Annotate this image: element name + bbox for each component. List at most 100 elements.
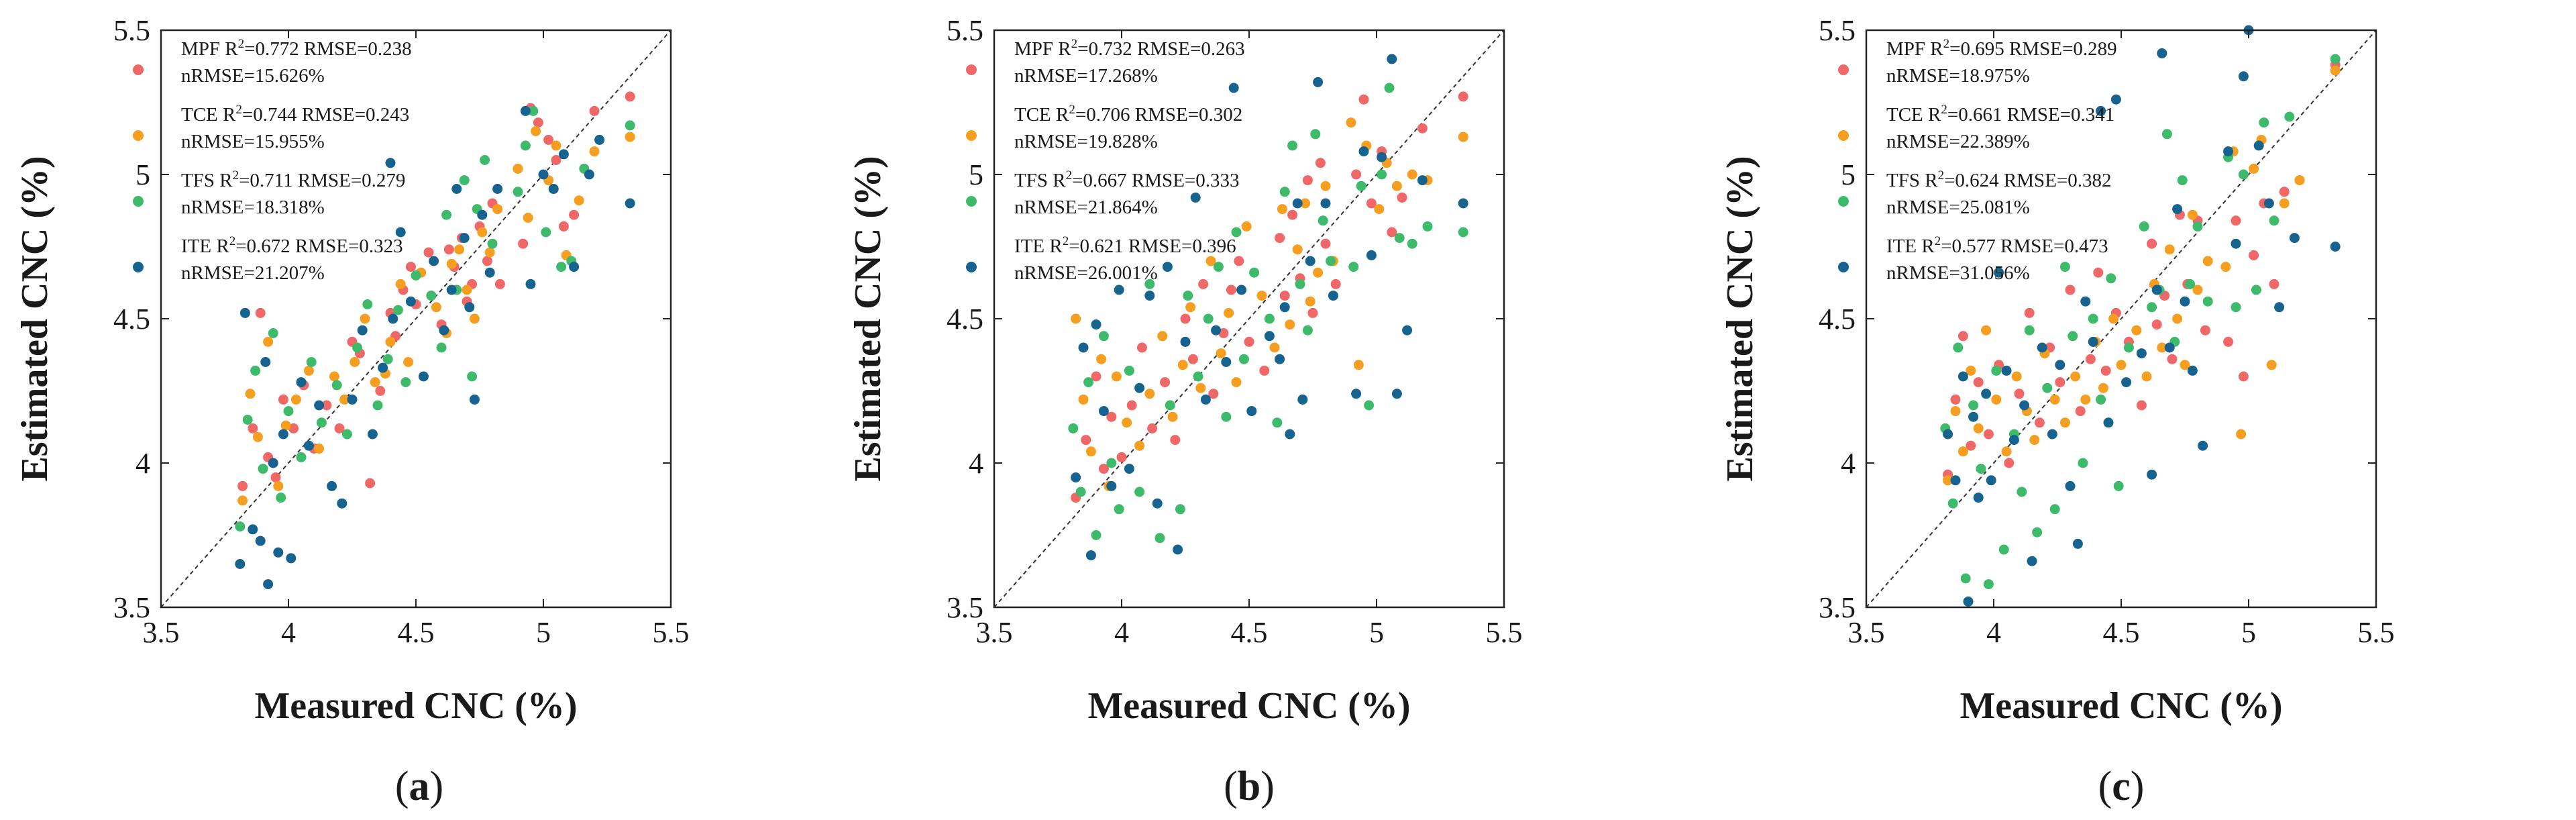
legend-nrmse-line: nRMSE=25.081% bbox=[1886, 197, 2030, 218]
data-point bbox=[1098, 331, 1109, 342]
data-point bbox=[1358, 94, 1369, 105]
data-point bbox=[1098, 464, 1109, 474]
data-point bbox=[625, 120, 635, 131]
chart-panel-a: 3.5 4 4.5 5 5.5 3.5 4 4.5 5 5.5 Measured CNC (%) Es… bbox=[14, 14, 690, 809]
data-point bbox=[1114, 285, 1124, 295]
data-point bbox=[235, 559, 246, 569]
series-ITE bbox=[1071, 54, 1468, 561]
data-point bbox=[1973, 423, 1984, 433]
data-point bbox=[1231, 377, 1242, 388]
data-point bbox=[1228, 83, 1239, 93]
data-point bbox=[1187, 354, 1198, 364]
one-to-one-line bbox=[160, 30, 672, 608]
data-point bbox=[1165, 400, 1175, 411]
data-point bbox=[2180, 360, 2190, 370]
series-TCE bbox=[1943, 65, 2341, 486]
data-point bbox=[423, 247, 434, 258]
data-point bbox=[1285, 319, 1295, 330]
data-point bbox=[1264, 331, 1275, 342]
data-point bbox=[1269, 342, 1280, 353]
x-tick-label: 4.5 bbox=[2103, 616, 2140, 649]
data-point bbox=[1216, 348, 1226, 359]
data-point bbox=[2088, 313, 2098, 324]
legend-stats-line: TFS R2=0.624 RMSE=0.382 bbox=[1886, 168, 2112, 191]
data-point bbox=[1106, 411, 1117, 422]
data-point bbox=[2001, 365, 2012, 376]
y-tick-label: 5 bbox=[1841, 158, 1856, 191]
data-point bbox=[268, 328, 278, 338]
x-axis-label: Measured CNC (%) bbox=[254, 685, 577, 727]
data-point bbox=[268, 458, 278, 468]
data-point bbox=[1374, 204, 1385, 215]
data-point bbox=[1075, 486, 1086, 497]
data-point bbox=[1366, 250, 1377, 260]
data-point bbox=[1136, 342, 1147, 353]
data-point bbox=[1180, 313, 1191, 324]
data-point bbox=[341, 429, 352, 440]
data-point bbox=[1947, 498, 1958, 509]
data-point bbox=[589, 105, 600, 116]
data-point bbox=[237, 495, 248, 506]
data-point bbox=[2202, 256, 2213, 266]
data-point bbox=[1285, 429, 1295, 440]
data-point bbox=[2251, 285, 2261, 295]
data-point bbox=[1402, 325, 1413, 336]
legend-stats-line: MPF R2=0.772 RMSE=0.238 bbox=[181, 37, 412, 60]
data-point bbox=[1320, 198, 1331, 209]
data-point bbox=[2042, 382, 2053, 393]
data-point bbox=[2192, 285, 2203, 295]
data-point bbox=[2151, 319, 2162, 330]
data-point bbox=[411, 270, 421, 280]
legend-nrmse-line: nRMSE=17.268% bbox=[1014, 65, 1158, 87]
data-point bbox=[1417, 123, 1428, 134]
legend-stats-line: TFS R2=0.711 RMSE=0.279 bbox=[181, 168, 405, 191]
data-point bbox=[250, 365, 261, 376]
data-point bbox=[1264, 313, 1275, 324]
data-point bbox=[436, 342, 447, 353]
data-point bbox=[1160, 377, 1171, 388]
data-point bbox=[558, 221, 569, 232]
data-point bbox=[2108, 313, 2119, 324]
data-point bbox=[1968, 400, 1979, 411]
data-point bbox=[1241, 221, 1252, 232]
y-tick-label: 5 bbox=[969, 158, 983, 191]
y-axis-label: Estimated CNC (%) bbox=[847, 156, 889, 481]
legend-marker-TFS bbox=[966, 196, 977, 207]
data-point bbox=[2187, 365, 2198, 376]
data-point bbox=[464, 302, 475, 313]
legend-marker-TCE bbox=[966, 130, 977, 141]
data-point bbox=[378, 362, 388, 373]
x-tick-label: 4 bbox=[1986, 616, 2001, 649]
data-point bbox=[2075, 406, 2086, 417]
data-point bbox=[492, 184, 503, 194]
data-point bbox=[1218, 328, 1229, 338]
y-tick-label: 4.5 bbox=[947, 303, 983, 336]
data-point bbox=[1297, 394, 1308, 405]
data-point bbox=[1353, 360, 1364, 370]
y-tick-label: 5.5 bbox=[1819, 14, 1856, 47]
data-point bbox=[1234, 256, 1244, 266]
data-point bbox=[395, 278, 406, 289]
y-axis-label: Estimated CNC (%) bbox=[1719, 156, 1761, 481]
data-point bbox=[1986, 475, 1996, 486]
data-point bbox=[1091, 530, 1102, 540]
data-point bbox=[2231, 215, 2241, 226]
one-to-one-line bbox=[1866, 30, 2377, 608]
panel-label: (c) bbox=[2098, 764, 2145, 809]
data-point bbox=[469, 394, 480, 405]
data-point bbox=[1364, 400, 1375, 411]
data-point bbox=[255, 307, 266, 318]
series-MPF bbox=[1071, 91, 1468, 503]
data-point bbox=[2080, 296, 2091, 307]
data-point bbox=[1078, 394, 1089, 405]
panel-label: (a) bbox=[395, 764, 443, 809]
data-point bbox=[2147, 238, 2157, 249]
data-point bbox=[2157, 342, 2167, 353]
data-point bbox=[2238, 169, 2249, 180]
legend-stats-line: TCE R2=0.744 RMSE=0.243 bbox=[181, 103, 409, 125]
series-TFS bbox=[1940, 54, 2341, 590]
data-point bbox=[405, 262, 416, 272]
chart-panel-b: 3.5 4 4.5 5 5.5 3.5 4 4.5 5 5.5 Measured CNC (%) Es… bbox=[847, 14, 1523, 809]
data-point bbox=[533, 117, 543, 128]
data-point bbox=[1279, 302, 1290, 313]
